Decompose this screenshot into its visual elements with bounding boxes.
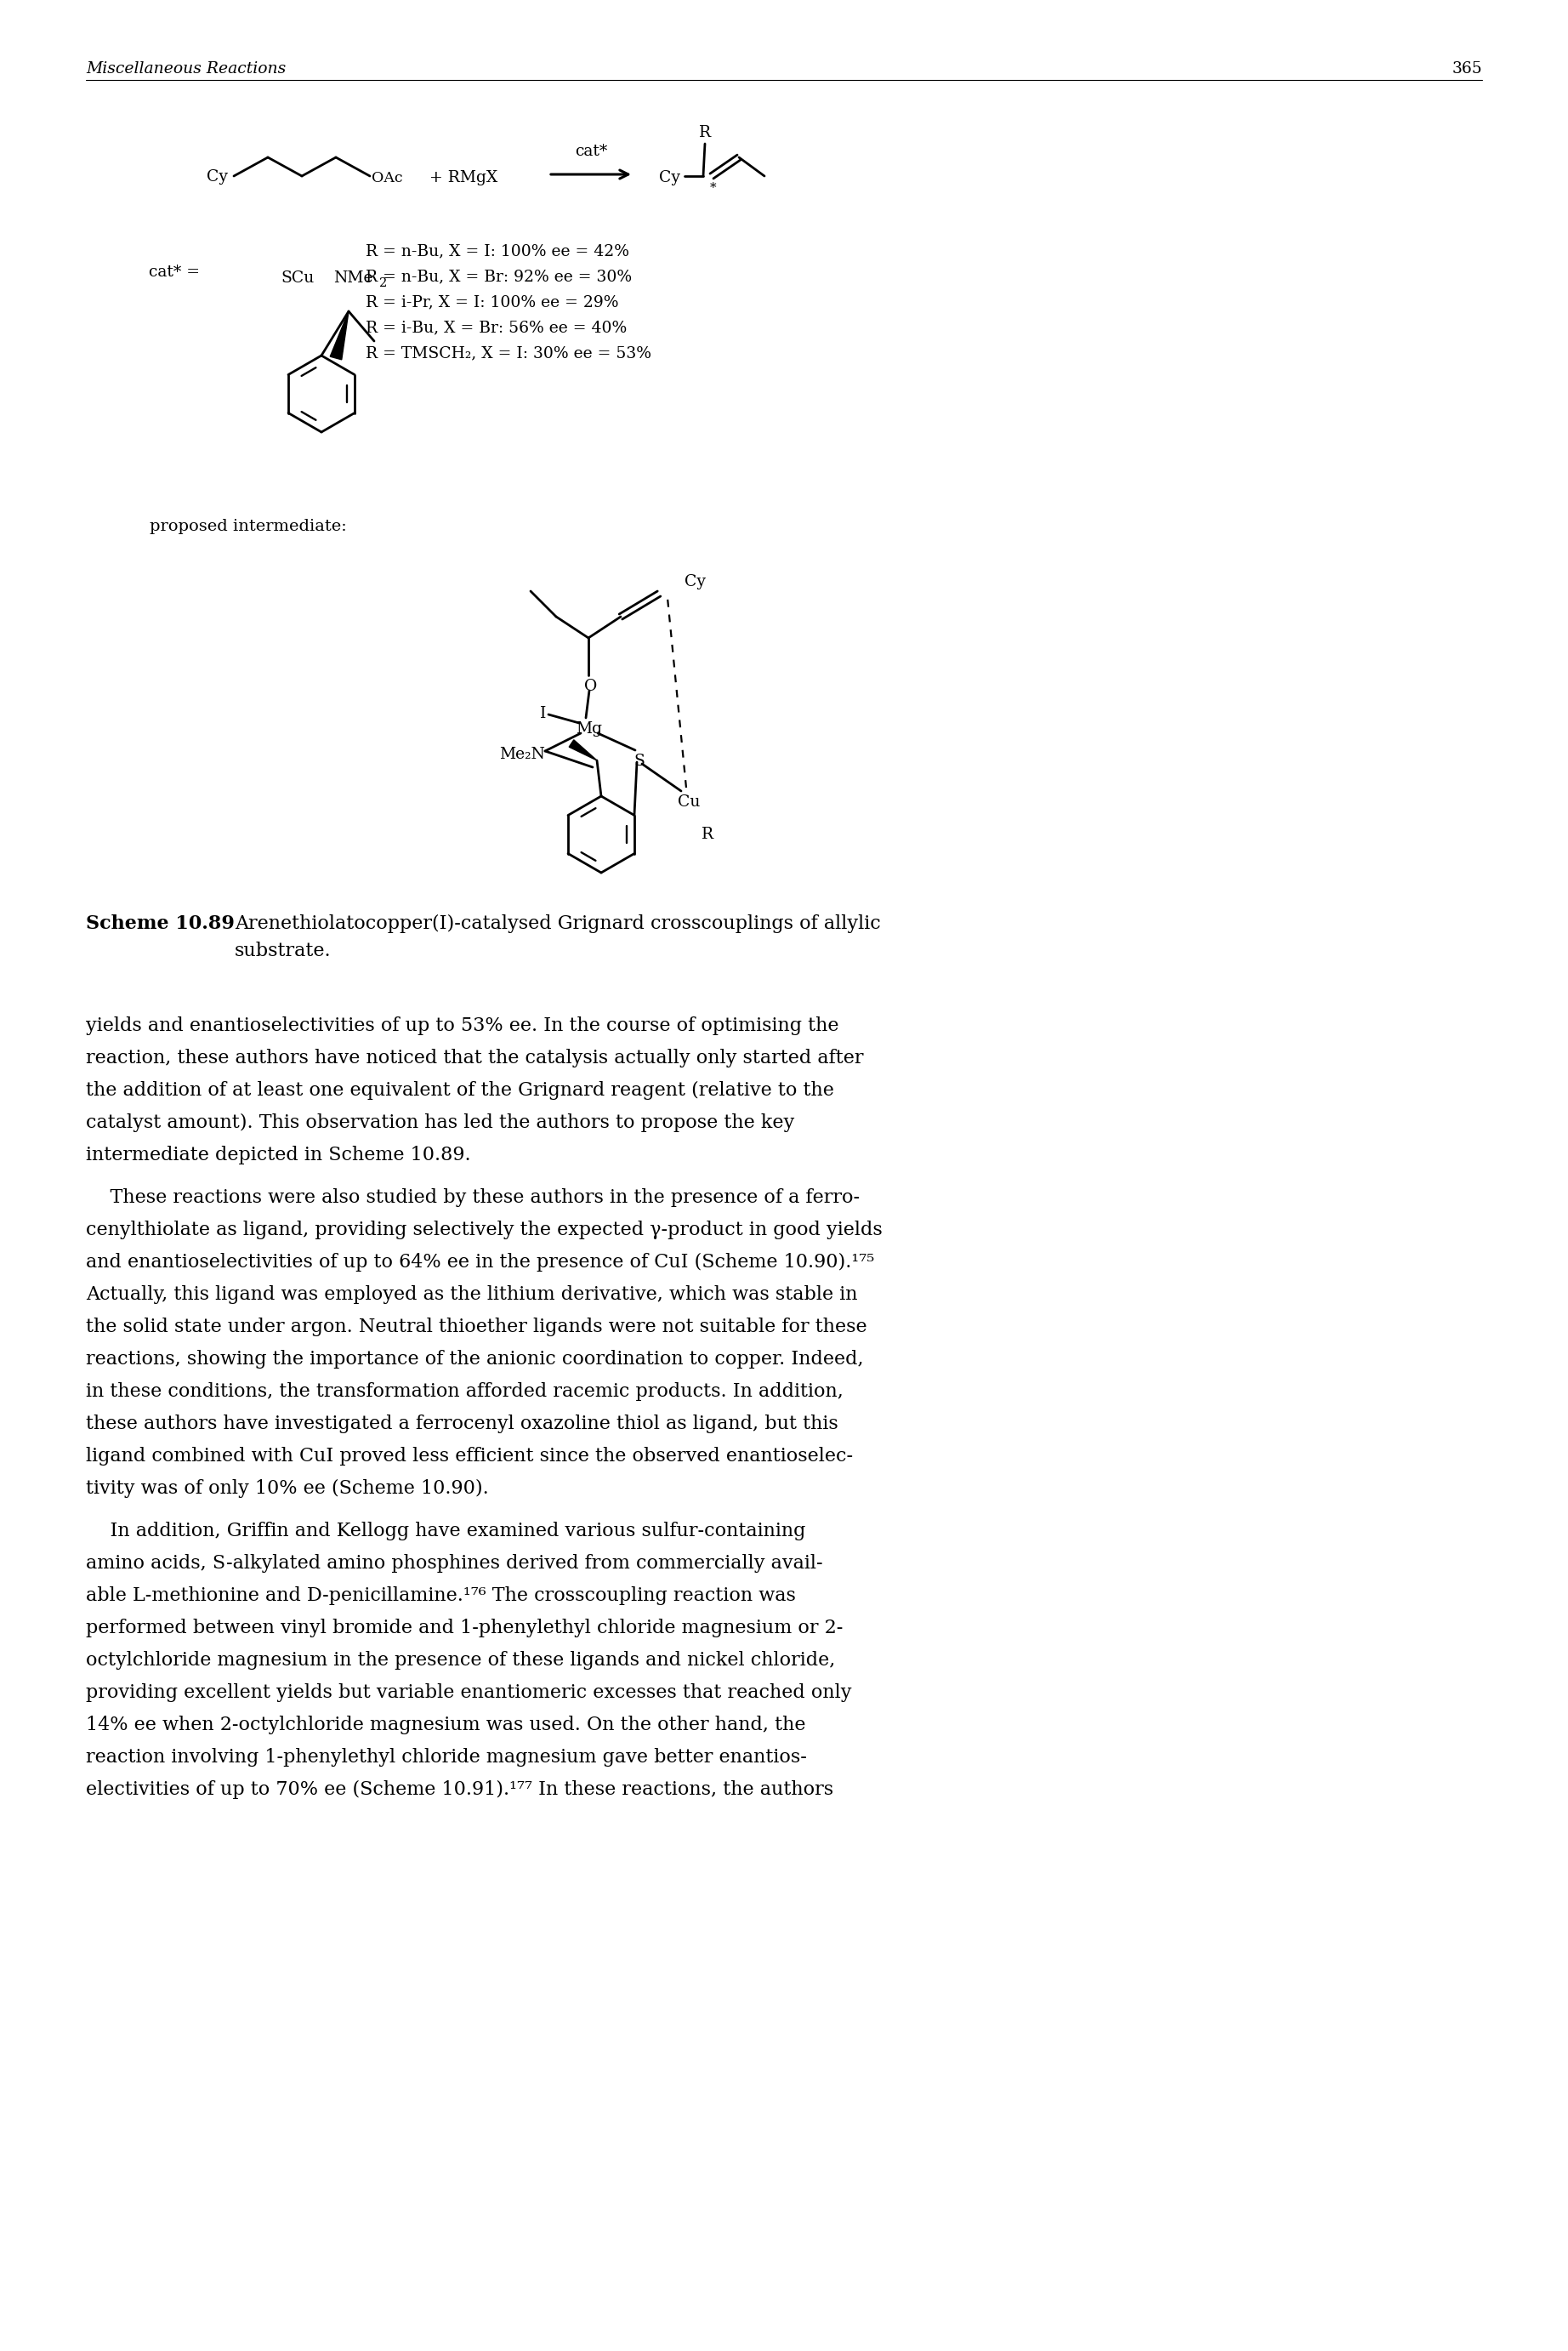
- Text: S: S: [633, 755, 644, 769]
- Text: octylchloride magnesium in the presence of these ligands and nickel chloride,: octylchloride magnesium in the presence …: [86, 1650, 836, 1669]
- Text: Me₂N: Me₂N: [499, 748, 546, 762]
- Text: catalyst amount). This observation has led the authors to propose the key: catalyst amount). This observation has l…: [86, 1114, 795, 1133]
- Text: and enantioselectivities of up to 64% ee in the presence of CuI (Scheme 10.90).¹: and enantioselectivities of up to 64% ee…: [86, 1253, 875, 1272]
- Text: Cy: Cy: [659, 169, 681, 186]
- Text: R = n-Bu, X = I: 100% ee = 42%: R = n-Bu, X = I: 100% ee = 42%: [365, 242, 629, 259]
- Text: Mg: Mg: [575, 722, 602, 736]
- Text: + RMgX: + RMgX: [430, 169, 497, 186]
- Polygon shape: [569, 741, 597, 759]
- Text: yields and enantioselectivities of up to 53% ee. In the course of optimising the: yields and enantioselectivities of up to…: [86, 1016, 839, 1034]
- Polygon shape: [331, 310, 348, 360]
- Text: in these conditions, the transformation afforded racemic products. In addition,: in these conditions, the transformation …: [86, 1382, 844, 1401]
- Text: These reactions were also studied by these authors in the presence of a ferro-: These reactions were also studied by the…: [86, 1187, 859, 1206]
- Text: OAc: OAc: [372, 172, 403, 186]
- Text: 365: 365: [1452, 61, 1482, 78]
- Text: 2: 2: [379, 277, 387, 289]
- Text: R: R: [701, 828, 713, 842]
- Text: O: O: [585, 679, 597, 694]
- Text: R: R: [699, 125, 710, 141]
- Text: performed between vinyl bromide and 1-phenylethyl chloride magnesium or 2-: performed between vinyl bromide and 1-ph…: [86, 1617, 844, 1636]
- Text: reactions, showing the importance of the anionic coordination to copper. Indeed,: reactions, showing the importance of the…: [86, 1349, 864, 1368]
- Text: able L-methionine and D-penicillamine.¹⁷⁶ The crosscoupling reaction was: able L-methionine and D-penicillamine.¹⁷…: [86, 1587, 797, 1606]
- Text: electivities of up to 70% ee (Scheme 10.91).¹⁷⁷ In these reactions, the authors: electivities of up to 70% ee (Scheme 10.…: [86, 1780, 834, 1799]
- Text: cenylthiolate as ligand, providing selectively the expected γ-product in good yi: cenylthiolate as ligand, providing selec…: [86, 1220, 883, 1239]
- Text: Arenethiolatocopper(I)-catalysed Grignard crosscouplings of allylic: Arenethiolatocopper(I)-catalysed Grignar…: [235, 915, 881, 933]
- Text: substrate.: substrate.: [235, 943, 331, 959]
- Text: R = i-Pr, X = I: 100% ee = 29%: R = i-Pr, X = I: 100% ee = 29%: [365, 294, 619, 310]
- Text: amino acids, S-alkylated amino phosphines derived from commercially avail-: amino acids, S-alkylated amino phosphine…: [86, 1554, 823, 1573]
- Text: Cy: Cy: [685, 574, 706, 590]
- Text: SCu: SCu: [281, 270, 314, 287]
- Text: *: *: [710, 181, 717, 193]
- Text: Cu: Cu: [677, 795, 701, 809]
- Text: ligand combined with CuI proved less efficient since the observed enantioselec-: ligand combined with CuI proved less eff…: [86, 1446, 853, 1465]
- Text: proposed intermediate:: proposed intermediate:: [149, 520, 347, 534]
- Text: Scheme 10.89: Scheme 10.89: [86, 915, 235, 933]
- Text: these authors have investigated a ferrocenyl oxazoline thiol as ligand, but this: these authors have investigated a ferroc…: [86, 1415, 839, 1434]
- Text: cat*: cat*: [575, 143, 607, 160]
- Text: R = n-Bu, X = Br: 92% ee = 30%: R = n-Bu, X = Br: 92% ee = 30%: [365, 268, 632, 284]
- Text: reaction involving 1-phenylethyl chloride magnesium gave better enantios-: reaction involving 1-phenylethyl chlorid…: [86, 1747, 808, 1766]
- Text: providing excellent yields but variable enantiomeric excesses that reached only: providing excellent yields but variable …: [86, 1683, 851, 1702]
- Text: tivity was of only 10% ee (Scheme 10.90).: tivity was of only 10% ee (Scheme 10.90)…: [86, 1479, 489, 1498]
- Text: Miscellaneous Reactions: Miscellaneous Reactions: [86, 61, 285, 78]
- Text: the addition of at least one equivalent of the Grignard reagent (relative to the: the addition of at least one equivalent …: [86, 1081, 834, 1100]
- Text: reaction, these authors have noticed that the catalysis actually only started af: reaction, these authors have noticed tha…: [86, 1049, 864, 1067]
- Text: I: I: [539, 705, 546, 722]
- Text: R = i-Bu, X = Br: 56% ee = 40%: R = i-Bu, X = Br: 56% ee = 40%: [365, 320, 627, 336]
- Text: the solid state under argon. Neutral thioether ligands were not suitable for the: the solid state under argon. Neutral thi…: [86, 1317, 867, 1335]
- Text: R = TMSCH₂, X = I: 30% ee = 53%: R = TMSCH₂, X = I: 30% ee = 53%: [365, 346, 651, 360]
- Text: Actually, this ligand was employed as the lithium derivative, which was stable i: Actually, this ligand was employed as th…: [86, 1286, 858, 1305]
- Text: 14% ee when 2-octylchloride magnesium was used. On the other hand, the: 14% ee when 2-octylchloride magnesium wa…: [86, 1716, 806, 1735]
- Text: Cy: Cy: [207, 169, 227, 186]
- Text: cat* =: cat* =: [149, 266, 199, 280]
- Text: NMe: NMe: [334, 270, 373, 287]
- Text: In addition, Griffin and Kellogg have examined various sulfur-containing: In addition, Griffin and Kellogg have ex…: [86, 1521, 806, 1540]
- Text: intermediate depicted in Scheme 10.89.: intermediate depicted in Scheme 10.89.: [86, 1145, 470, 1164]
